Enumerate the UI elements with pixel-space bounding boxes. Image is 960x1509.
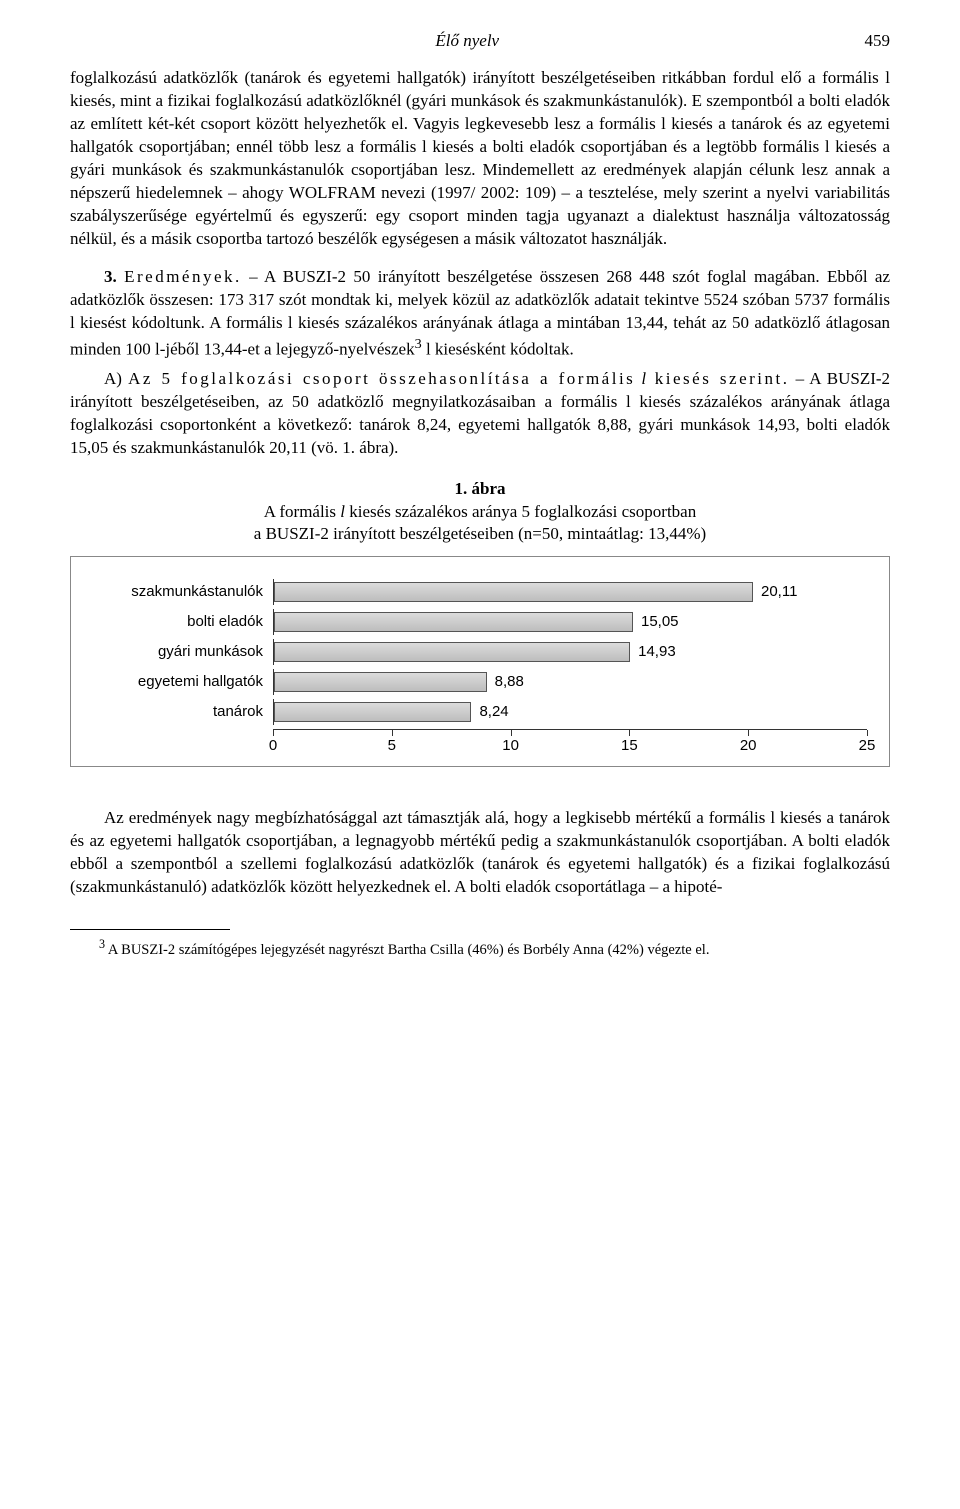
chart-value-label: 8,24 (479, 702, 508, 722)
chart-plot-area: 20,11 (273, 579, 867, 605)
axis-tick-label: 0 (269, 736, 277, 756)
chart-plot-area: 14,93 (273, 639, 867, 665)
chart-row: bolti eladók 15,05 (93, 609, 867, 635)
figure-caption-line2: a BUSZI-2 irányított beszélgetéseiben (n… (70, 523, 890, 546)
section-title: Eredmények. (124, 267, 242, 286)
chart-bar (274, 672, 487, 692)
chart-value-label: 20,11 (761, 582, 797, 602)
chart-row: egyetemi hallgatók 8,88 (93, 669, 867, 695)
axis-tick-label: 25 (859, 736, 876, 756)
chart-category-label: tanárok (93, 702, 273, 722)
chart-value-label: 8,88 (495, 672, 524, 692)
running-title: Élő nyelv (435, 30, 499, 53)
page-number: 459 (865, 30, 891, 53)
footnote-3: 3 A BUSZI-2 számítógépes lejegyzését nag… (70, 936, 890, 960)
axis-tick-label: 10 (502, 736, 519, 756)
chart-value-label: 15,05 (641, 612, 679, 632)
chart-category-label: gyári munkások (93, 642, 273, 662)
axis-tick-label: 20 (740, 736, 757, 756)
chart-plot-area: 8,24 (273, 699, 867, 725)
chart-row: gyári munkások 14,93 (93, 639, 867, 665)
chart-plot-area: 15,05 (273, 609, 867, 635)
subsection-a: A) Az 5 foglalkozási csoport összehasonl… (70, 368, 890, 460)
chart-row: szakmunkástanulók 20,11 (93, 579, 867, 605)
chart-x-axis: 0510152025 (273, 729, 867, 752)
footnote-rule (70, 929, 230, 930)
chart-category-label: egyetemi hallgatók (93, 672, 273, 692)
chart-category-label: szakmunkástanulók (93, 582, 273, 602)
chart-bar (274, 642, 630, 662)
axis-tick-label: 15 (621, 736, 638, 756)
chart-bar (274, 612, 633, 632)
chart-row: tanárok 8,24 (93, 699, 867, 725)
paragraph-2: Az eredmények nagy megbízhatósággal azt … (70, 807, 890, 899)
running-header: Élő nyelv 459 (70, 30, 890, 53)
section-number: 3. (104, 267, 117, 286)
figure-caption-line1: A formális l kiesés százalékos aránya 5 … (70, 501, 890, 524)
figure-caption: 1. ábra A formális l kiesés százalékos a… (70, 478, 890, 547)
paragraph-1: foglalkozású adatközlők (tanárok és egye… (70, 67, 890, 251)
axis-tick-label: 5 (388, 736, 396, 756)
chart-value-label: 14,93 (638, 642, 676, 662)
section-3: 3. Eredmények. – A BUSZI-2 50 irányított… (70, 266, 890, 361)
bar-chart: szakmunkástanulók 20,11 bolti eladók 15,05 g… (70, 556, 890, 767)
figure-label: 1. ábra (70, 478, 890, 501)
chart-bar (274, 582, 753, 602)
chart-plot-area: 8,88 (273, 669, 867, 695)
chart-category-label: bolti eladók (93, 612, 273, 632)
chart-bar (274, 702, 471, 722)
